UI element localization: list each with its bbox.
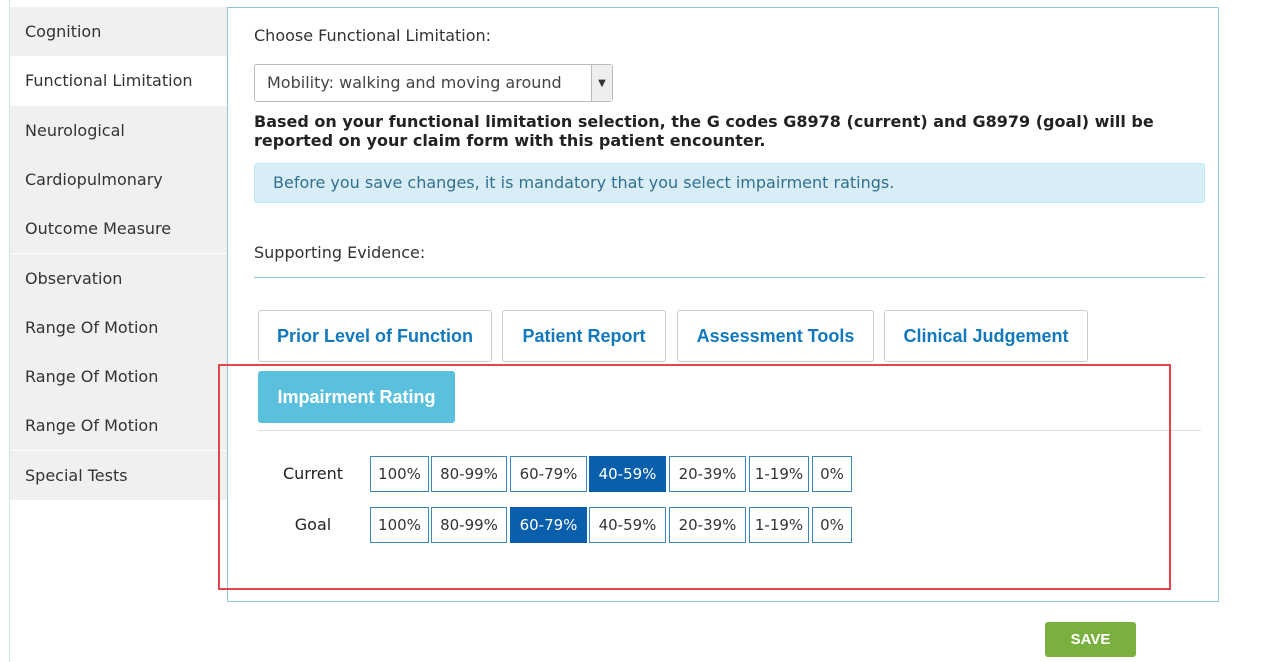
- tab-button[interactable]: Patient Report: [502, 310, 666, 362]
- rating-option[interactable]: 1-19%: [749, 507, 809, 543]
- tab-button[interactable]: Prior Level of Function: [258, 310, 492, 362]
- sidebar-item[interactable]: Functional Limitation: [10, 56, 228, 106]
- highlight-box: [218, 364, 1171, 590]
- rating-option[interactable]: 60-79%: [510, 456, 587, 492]
- rating-option[interactable]: 100%: [370, 456, 429, 492]
- rating-option[interactable]: 80-99%: [431, 456, 507, 492]
- select[interactable]: Mobility: walking and moving around ▼: [254, 64, 613, 102]
- alert: Before you save changes, it is mandatory…: [254, 163, 1205, 203]
- sidebar-item[interactable]: Outcome Measure: [10, 204, 228, 254]
- choose-label: Choose Functional Limitation:: [254, 26, 492, 45]
- divider: [258, 430, 1201, 431]
- rating-option[interactable]: 60-79%: [510, 507, 587, 543]
- alert-text: Before you save changes, it is mandatory…: [273, 173, 895, 192]
- divider: [254, 277, 1205, 278]
- rating-option[interactable]: 100%: [370, 507, 429, 543]
- sidebar-item[interactable]: Observation: [10, 253, 228, 303]
- rating-label: Current: [282, 464, 344, 483]
- sidebar: Cognition Functional Limitation Neurologic…: [0, 0, 228, 500]
- tab-button[interactable]: Assessment Tools: [677, 310, 874, 362]
- rating-option[interactable]: 0%: [812, 456, 852, 492]
- sidebar-item[interactable]: Neurological: [10, 105, 228, 155]
- rating-option[interactable]: 1-19%: [749, 456, 809, 492]
- sidebar-item[interactable]: Special Tests: [10, 450, 228, 500]
- sidebar-item[interactable]: Range Of Motion: [10, 352, 228, 402]
- select-value: Mobility: walking and moving around: [267, 73, 562, 92]
- sidebar-item[interactable]: Cardiopulmonary: [10, 154, 228, 204]
- rating-label: Goal: [294, 515, 332, 534]
- description: Based on your functional limitation sele…: [254, 112, 1154, 150]
- rating-option[interactable]: 20-39%: [669, 456, 746, 492]
- rating-option[interactable]: 80-99%: [431, 507, 507, 543]
- rating-option[interactable]: 20-39%: [669, 507, 746, 543]
- rating-option[interactable]: 0%: [812, 507, 852, 543]
- left-border: [9, 0, 10, 662]
- save-button[interactable]: SAVE: [1045, 622, 1136, 657]
- rating-option[interactable]: 40-59%: [589, 456, 666, 492]
- sidebar-item[interactable]: Cognition: [10, 7, 228, 56]
- main-panel: [227, 7, 1219, 602]
- select-arrow[interactable]: ▼: [591, 65, 612, 101]
- rating-option[interactable]: 40-59%: [589, 507, 666, 543]
- sidebar-item[interactable]: Range Of Motion: [10, 401, 228, 451]
- sidebar-item[interactable]: Range Of Motion: [10, 302, 228, 352]
- active-tab[interactable]: Impairment Rating: [258, 371, 455, 423]
- supporting-label: Supporting Evidence:: [254, 243, 426, 262]
- tab-button[interactable]: Clinical Judgement: [884, 310, 1088, 362]
